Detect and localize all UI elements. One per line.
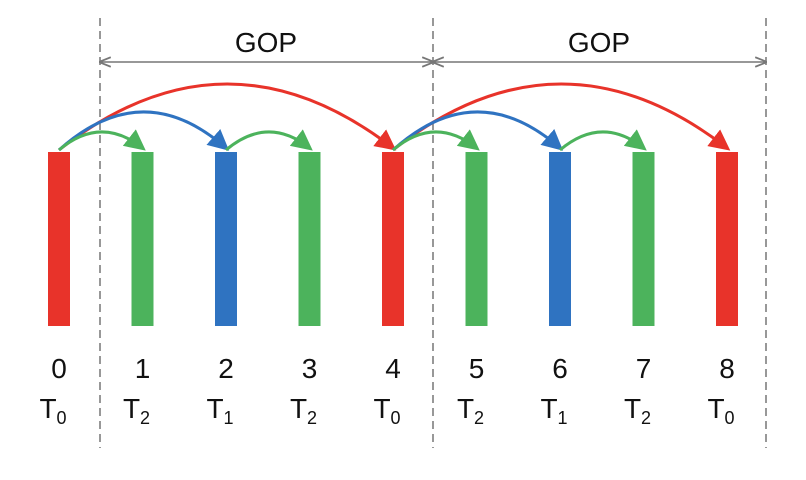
frame-bar-5: [465, 152, 488, 326]
reference-arrow-4-to-6: [391, 110, 564, 152]
gop-bracket-1: GOP: [100, 27, 433, 62]
frame-bar-2: [215, 152, 237, 326]
gop-label: GOP: [235, 27, 297, 58]
reference-arrow-0-to-2: [57, 110, 230, 152]
reference-arrow-0-to-1: [58, 129, 146, 152]
frame-bar-0: [48, 152, 70, 326]
reference-arrow-4-to-5: [392, 129, 480, 152]
frame-bar-4: [382, 152, 404, 326]
temporal-layer-subscript: 2: [307, 408, 317, 428]
frame-index-label: 6: [552, 353, 568, 384]
temporal-layer-label: T2: [624, 393, 651, 428]
frame-index-label: 8: [719, 353, 735, 384]
reference-arrow-6-to-7: [559, 129, 647, 152]
temporal-layer-subscript: 2: [140, 408, 150, 428]
temporal-layer-subscript: 0: [391, 408, 401, 428]
temporal-layer-subscript: 0: [57, 408, 67, 428]
frame-index-label: 0: [51, 353, 67, 384]
gop-dividers: [99, 18, 767, 448]
frame-index-label: 5: [469, 353, 485, 384]
frame-index-label: 2: [218, 353, 234, 384]
temporal-layer-label: T0: [39, 393, 66, 428]
temporal-layer-subscript: 0: [725, 408, 735, 428]
temporal-layer-label: T0: [373, 393, 400, 428]
frame-bar-8: [716, 152, 738, 326]
frame-bar-6: [549, 152, 571, 326]
temporal-layer-subscript: 1: [558, 408, 568, 428]
frame-index-label: 7: [636, 353, 652, 384]
reference-arrow-2-to-3: [225, 129, 313, 152]
temporal-layer-label: T2: [290, 393, 317, 428]
frame-bar-1: [131, 152, 154, 326]
temporal-layer-label: T2: [457, 393, 484, 428]
temporal-layer-subscript: 2: [641, 408, 651, 428]
gop-bracket-2: GOP: [433, 27, 766, 62]
temporal-layer-label: T1: [206, 393, 233, 428]
temporal-layer-label: T2: [123, 393, 150, 428]
temporal-layer-label: T1: [540, 393, 567, 428]
frame-index-label: 1: [135, 353, 151, 384]
temporal-layer-subscript: 2: [474, 408, 484, 428]
frame-index-label: 3: [302, 353, 318, 384]
frame-bar-7: [632, 152, 655, 326]
temporal-layer-label: T0: [707, 393, 734, 428]
temporal-layer-subscript: 1: [224, 408, 234, 428]
reference-arrows: [57, 82, 731, 152]
gop-label: GOP: [568, 27, 630, 58]
frame-bar-3: [298, 152, 321, 326]
frame-index-label: 4: [385, 353, 401, 384]
